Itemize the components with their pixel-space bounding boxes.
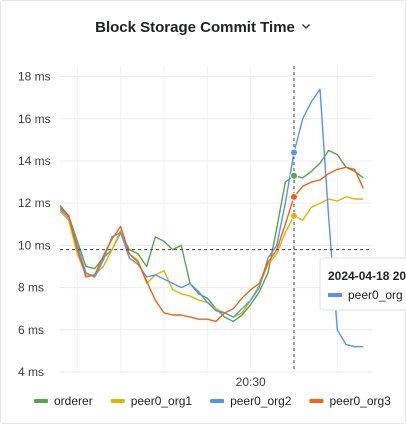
crosshair xyxy=(60,66,372,372)
chevron-down-icon[interactable] xyxy=(301,21,311,31)
hover-point-peer0_org1 xyxy=(290,211,298,220)
legend-label-peer0_org2[interactable]: peer0_org2 xyxy=(230,394,292,408)
hover-point-peer0_org2 xyxy=(290,148,298,157)
y-tick-label: 16 ms xyxy=(18,112,51,126)
panel-header[interactable]: Block Storage Commit Time xyxy=(1,1,405,53)
panel-title[interactable]: Block Storage Commit Time xyxy=(95,18,295,36)
x-tick-label: 20:30 xyxy=(236,375,266,389)
y-tick-label: 12 ms xyxy=(18,196,51,210)
series-lines xyxy=(59,88,364,348)
y-tick-label: 18 ms xyxy=(18,70,51,84)
series-line-peer0_org1[interactable] xyxy=(59,196,364,318)
series-line-peer0_org2[interactable] xyxy=(59,88,364,348)
hover-point-orderer xyxy=(290,171,298,180)
y-axis: 18 ms 16 ms 14 ms 12 ms 10 ms 8 ms 6 ms 4 ms xyxy=(18,70,51,379)
legend-label-peer0_org3[interactable]: peer0_org3 xyxy=(329,394,391,408)
series-line-peer0_org3[interactable] xyxy=(59,166,364,323)
y-tick-label: 8 ms xyxy=(18,281,44,295)
x-axis: 20:30 xyxy=(236,375,266,389)
legend-swatch-peer0_org2[interactable] xyxy=(210,399,225,403)
legend-swatch-orderer[interactable] xyxy=(34,399,48,403)
tooltip: 2024-04-18 20 peer0_org xyxy=(319,257,406,311)
legend-swatch-peer0_org3[interactable] xyxy=(309,399,324,403)
tooltip-title: 2024-04-18 20 xyxy=(328,269,406,283)
tooltip-series-label: peer0_org xyxy=(348,288,403,302)
tooltip-swatch xyxy=(328,293,342,297)
tooltip-box xyxy=(319,257,406,311)
y-tick-label: 6 ms xyxy=(18,323,44,337)
grid-lines xyxy=(60,66,372,373)
legend: orderer peer0_org1 peer0_org2 peer0_org3 xyxy=(34,394,391,408)
legend-swatch-peer0_org1[interactable] xyxy=(110,399,125,403)
y-tick-label: 4 ms xyxy=(18,365,44,379)
series-line-orderer[interactable] xyxy=(59,149,364,323)
hover-point-peer0_org3 xyxy=(290,192,298,201)
legend-label-orderer[interactable]: orderer xyxy=(54,394,93,408)
legend-label-peer0_org1[interactable]: peer0_org1 xyxy=(131,394,193,408)
y-tick-label: 14 ms xyxy=(18,154,51,168)
y-tick-label: 10 ms xyxy=(18,238,51,252)
